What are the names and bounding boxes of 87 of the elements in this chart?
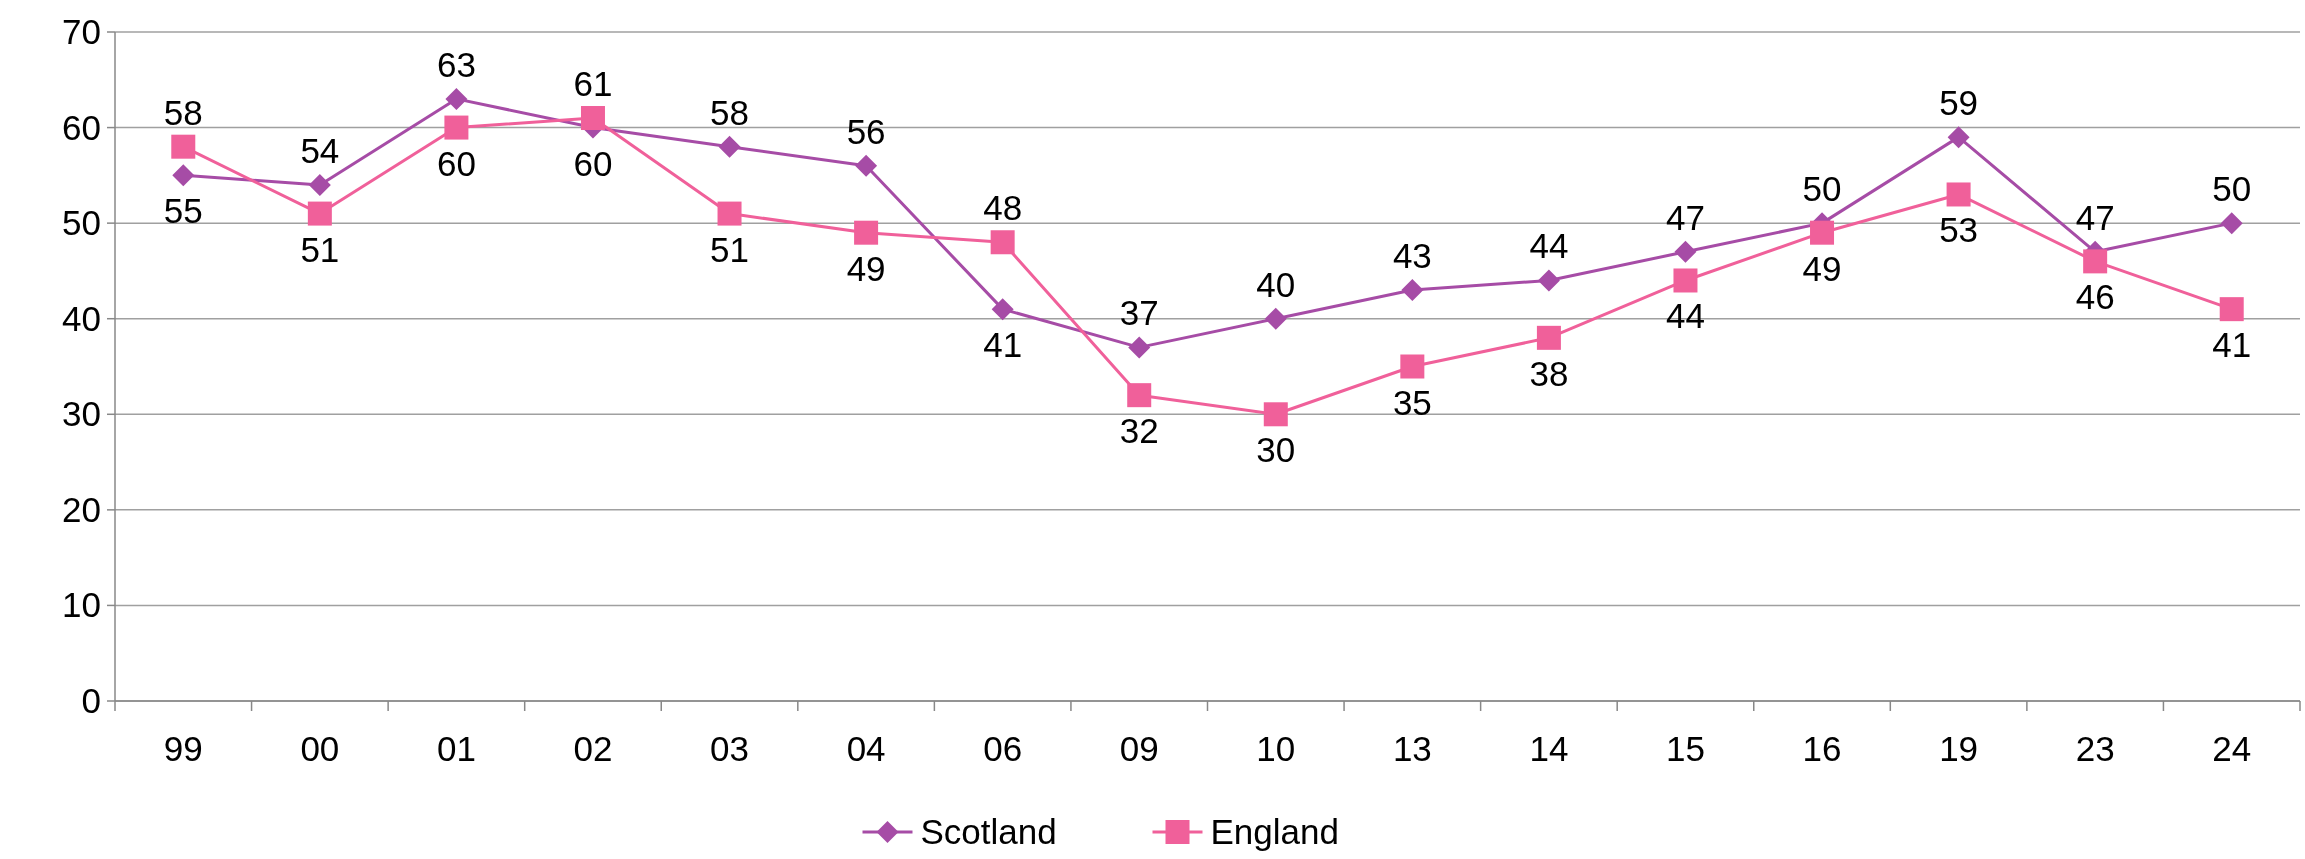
y-tick-label: 10: [62, 585, 101, 625]
point: [1401, 279, 1424, 302]
data-label: 60: [436, 143, 476, 183]
data-label: 50: [2212, 169, 2252, 209]
x-tick-label: 15: [1666, 729, 1705, 768]
x-tick-label: 13: [1392, 729, 1432, 768]
y-tick-label: 60: [62, 107, 101, 147]
y-tick-label: 70: [62, 12, 101, 51]
data-label: 35: [1392, 382, 1432, 422]
point: [2083, 249, 2108, 274]
point: [444, 115, 469, 140]
point: [172, 164, 195, 187]
data-label: 56: [846, 111, 886, 151]
data-label: 41: [983, 325, 1023, 365]
x-tick-label: 99: [163, 729, 203, 768]
x-tick-label: 01: [436, 729, 476, 768]
point: [1263, 402, 1288, 427]
data-label: 51: [710, 229, 749, 269]
data-label: 44: [1529, 226, 1569, 266]
data-label: 49: [1802, 248, 1842, 288]
x-tick-label: 02: [573, 729, 613, 768]
point: [1946, 182, 1971, 207]
point: [1536, 325, 1561, 350]
x-tick-label: 24: [2212, 729, 2252, 768]
point: [1810, 220, 1835, 245]
data-label: 47: [1666, 197, 1705, 237]
point: [990, 230, 1015, 255]
y-tick-label: 30: [62, 394, 101, 434]
point: [1127, 383, 1152, 408]
point: [1673, 268, 1698, 293]
point: [445, 87, 468, 110]
data-label: 47: [2075, 197, 2115, 237]
data-label: 59: [1939, 83, 1979, 123]
y-tick-label: 20: [62, 489, 101, 529]
point: [991, 298, 1014, 321]
point: [718, 135, 741, 158]
data-label: 43: [1392, 236, 1432, 276]
data-label: 48: [983, 188, 1023, 228]
x-tick-label: 04: [846, 729, 886, 768]
point: [580, 106, 605, 131]
data-label: 37: [1119, 293, 1159, 333]
data-label: 30: [1256, 430, 1296, 470]
y-tick-label: 0: [81, 681, 101, 720]
data-label: 54: [300, 130, 340, 170]
point: [854, 220, 879, 245]
point: [2220, 212, 2243, 235]
point: [1674, 240, 1697, 263]
point: [1400, 354, 1425, 379]
data-label: 60: [573, 143, 613, 183]
point: [1537, 269, 1560, 292]
point: [717, 201, 742, 226]
data-label: 44: [1666, 296, 1705, 336]
x-tick-label: 06: [983, 729, 1023, 768]
point: [171, 134, 196, 159]
x-tick-label: 09: [1119, 729, 1159, 768]
data-label: 58: [163, 92, 203, 132]
y-tick-label: 40: [62, 298, 101, 338]
x-tick-label: 16: [1802, 729, 1842, 768]
data-label: 61: [573, 64, 613, 104]
point: [2219, 297, 2244, 322]
legend-label: Scotland: [920, 812, 1057, 851]
data-label: 38: [1529, 353, 1569, 393]
data-label: 63: [436, 44, 476, 84]
data-label: 51: [300, 229, 340, 269]
x-tick-label: 10: [1256, 729, 1296, 768]
x-tick-label: 14: [1529, 729, 1569, 768]
y-tick-label: 50: [62, 203, 101, 243]
data-label: 46: [2075, 277, 2115, 317]
x-tick-label: 00: [300, 729, 340, 768]
data-label: 49: [846, 248, 886, 288]
x-tick-label: 23: [2075, 729, 2115, 768]
point: [1128, 336, 1151, 359]
data-label: 58: [710, 92, 749, 132]
legend-label: England: [1210, 812, 1339, 851]
point: [1264, 307, 1287, 330]
data-label: 32: [1119, 411, 1159, 451]
point: [307, 201, 332, 226]
x-tick-label: 03: [710, 729, 749, 768]
data-label: 53: [1939, 210, 1979, 250]
point: [1947, 126, 1970, 149]
point: [855, 154, 878, 177]
data-label: 41: [2212, 325, 2252, 365]
data-label: 40: [1256, 264, 1296, 304]
data-label: 50: [1802, 169, 1842, 209]
x-tick-label: 19: [1939, 729, 1979, 768]
data-label: 55: [163, 191, 203, 231]
point: [308, 173, 331, 196]
